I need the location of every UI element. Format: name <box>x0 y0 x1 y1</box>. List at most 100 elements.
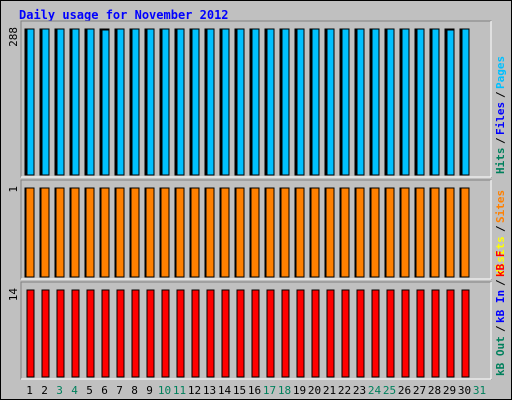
panel-top-legend: Hits / Files / Pages <box>494 56 507 174</box>
bar-top-pages-day-11 <box>176 28 185 176</box>
bar-bottom-kb-f-day-25 <box>386 289 395 378</box>
bar-top-pages-day-26 <box>401 28 410 176</box>
bar-top-pages-day-14 <box>221 28 230 176</box>
bar-top-pages-day-1 <box>26 28 35 176</box>
x-tick-label-7: 7 <box>116 384 123 397</box>
panel-top-max-label: 288 <box>7 27 20 47</box>
bar-middle-sites-day-5 <box>85 187 95 278</box>
x-tick-label-2: 2 <box>41 384 48 397</box>
bar-top-pages-day-28 <box>431 28 440 176</box>
bar-bottom-kb-f-day-10 <box>161 289 170 378</box>
bar-top-pages-day-2 <box>41 28 50 176</box>
x-tick-label-11: 11 <box>173 384 186 397</box>
x-tick-label-16: 16 <box>248 384 261 397</box>
bar-top-pages-day-15 <box>236 28 245 176</box>
x-tick-label-22: 22 <box>338 384 351 397</box>
legend-separator: / <box>494 137 507 144</box>
x-tick-label-28: 28 <box>428 384 441 397</box>
bar-middle-sites-day-14 <box>220 187 230 278</box>
x-tick-label-12: 12 <box>188 384 201 397</box>
bar-middle-sites-day-18 <box>280 187 290 278</box>
bar-top-pages-day-24 <box>371 28 380 176</box>
x-tick-label-8: 8 <box>131 384 138 397</box>
legend-sites: Sites <box>494 190 507 223</box>
x-tick-label-30: 30 <box>458 384 471 397</box>
bar-bottom-kb-f-day-13 <box>206 289 215 378</box>
bar-middle-sites-day-2 <box>40 187 50 278</box>
bar-middle-sites-day-12 <box>190 187 200 278</box>
bar-middle-sites-day-11 <box>175 187 185 278</box>
bar-bottom-kb-f-day-3 <box>56 289 65 378</box>
bar-bottom-kb-f-day-28 <box>431 289 440 378</box>
bar-bottom-kb-f-day-24 <box>371 289 380 378</box>
legend-separator: / <box>494 279 507 286</box>
legend-pages: Pages <box>494 56 507 89</box>
bar-middle-sites-day-8 <box>130 187 140 278</box>
bar-middle-sites-day-7 <box>115 187 125 278</box>
legend-kb-f: kB F <box>494 251 507 278</box>
bar-bottom-kb-f-day-19 <box>296 289 305 378</box>
bar-middle-sites-day-20 <box>310 187 320 278</box>
x-tick-label-23: 23 <box>353 384 366 397</box>
bar-middle-sites-day-9 <box>145 187 155 278</box>
bar-bottom-kb-f-day-7 <box>116 289 125 378</box>
bar-bottom-kb-f-day-18 <box>281 289 290 378</box>
x-tick-label-1: 1 <box>26 384 33 397</box>
x-tick-label-5: 5 <box>86 384 93 397</box>
bar-bottom-kb-f-day-16 <box>251 289 260 378</box>
bar-middle-sites-day-10 <box>160 187 170 278</box>
bar-bottom-kb-f-day-27 <box>416 289 425 378</box>
bar-top-pages-day-9 <box>146 28 155 176</box>
x-tick-label-21: 21 <box>323 384 336 397</box>
x-tick-label-26: 26 <box>398 384 411 397</box>
bar-top-pages-day-6 <box>101 29 110 176</box>
x-tick-label-4: 4 <box>71 384 78 397</box>
legend-kb-out: kB Out <box>494 336 507 376</box>
bar-bottom-kb-f-day-8 <box>131 289 140 378</box>
bar-middle-sites-day-16 <box>250 187 260 278</box>
bar-top-pages-day-30 <box>461 28 470 176</box>
legend-hits: Hits <box>494 148 507 175</box>
bar-bottom-kb-f-day-26 <box>401 289 410 378</box>
x-tick-label-31: 31 <box>473 384 486 397</box>
x-tick-label-25: 25 <box>383 384 396 397</box>
bar-bottom-kb-f-day-9 <box>146 289 155 378</box>
bar-bottom-kb-f-day-21 <box>326 289 335 378</box>
bar-middle-sites-day-4 <box>70 187 80 278</box>
bar-bottom-kb-f-day-15 <box>236 289 245 378</box>
bar-top-pages-day-19 <box>296 28 305 176</box>
x-tick-label-19: 19 <box>293 384 306 397</box>
x-tick-label-3: 3 <box>56 384 63 397</box>
legend-kb-in: kB In <box>494 290 507 323</box>
bar-bottom-kb-f-day-20 <box>311 289 320 378</box>
bar-middle-sites-day-1 <box>25 187 35 278</box>
bar-top-pages-day-22 <box>341 28 350 176</box>
bar-top-pages-day-25 <box>386 28 395 176</box>
bar-middle-sites-day-29 <box>445 187 455 278</box>
bar-middle-sites-day-22 <box>340 187 350 278</box>
x-tick-label-24: 24 <box>368 384 382 397</box>
legend-separator: / <box>494 325 507 332</box>
bar-bottom-kb-f-day-5 <box>86 289 95 378</box>
bar-bottom-kb-f-day-6 <box>101 289 110 378</box>
x-tick-label-9: 9 <box>146 384 153 397</box>
x-tick-label-20: 20 <box>308 384 321 397</box>
bar-middle-sites-day-17 <box>265 187 275 278</box>
bar-middle-sites-day-25 <box>385 187 395 278</box>
bar-bottom-kb-f-day-17 <box>266 289 275 378</box>
x-tick-label-29: 29 <box>443 384 456 397</box>
bar-top-pages-day-10 <box>161 28 170 176</box>
bar-bottom-kb-f-day-12 <box>191 289 200 378</box>
bar-top-pages-day-16 <box>251 28 260 176</box>
x-tick-label-13: 13 <box>203 384 216 397</box>
legend-separator: / <box>494 91 507 98</box>
bar-top-pages-day-7 <box>116 28 125 176</box>
bar-middle-sites-day-3 <box>55 187 65 278</box>
bar-bottom-kb-f-day-14 <box>221 289 230 378</box>
bar-bottom-kb-f-day-2 <box>41 289 50 378</box>
bar-top-pages-day-13 <box>206 28 215 176</box>
panel-bottom-legend: kB Out/kB In/kB F <box>494 251 507 377</box>
bar-middle-sites-day-19 <box>295 187 305 278</box>
